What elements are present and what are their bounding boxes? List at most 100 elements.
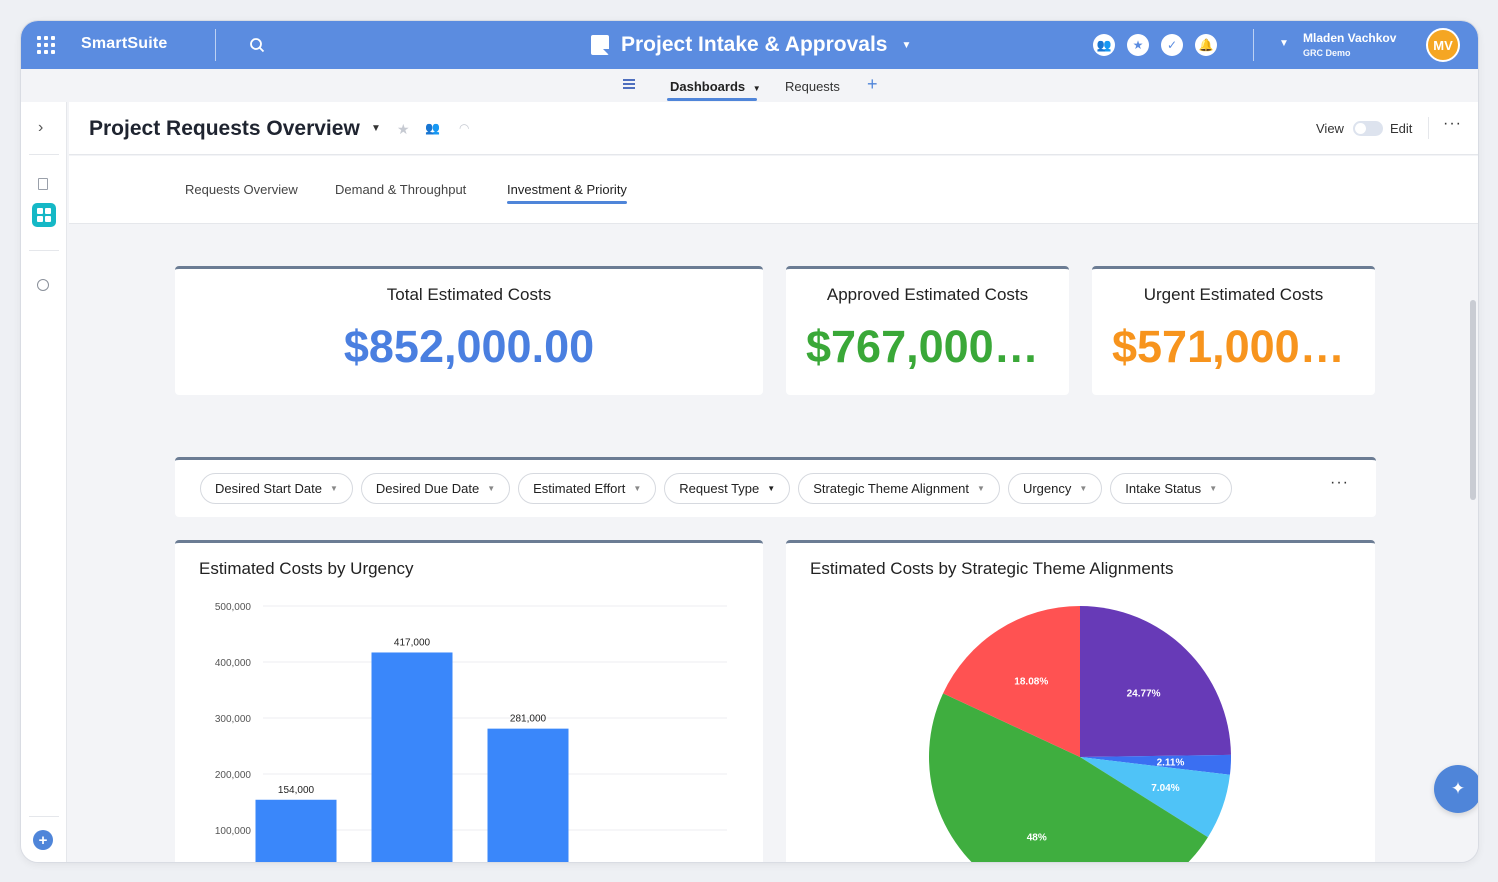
more-options-icon[interactable]: ···: [1330, 474, 1349, 491]
chevron-down-icon[interactable]: ▼: [371, 123, 381, 134]
star-icon[interactable]: ★: [1127, 34, 1149, 56]
user-name[interactable]: Mladen Vachkov: [1303, 31, 1397, 45]
kpi-value: $852,000.00: [343, 321, 595, 372]
tab-investment-priority-label: Investment & Priority: [507, 182, 627, 197]
avatar[interactable]: MV: [1426, 28, 1460, 62]
pie-slice[interactable]: [943, 606, 1080, 757]
kpi-card-urgent: Urgent Estimated Costs $571,000.00: [1092, 266, 1375, 395]
edit-label: Edit: [1390, 121, 1413, 136]
filter-estimated-effort[interactable]: Estimated Effort ▼: [518, 473, 657, 504]
filter-desired-start-date[interactable]: Desired Start Date ▼: [200, 473, 353, 504]
divider: [29, 154, 59, 155]
pie-slice[interactable]: [1080, 757, 1230, 838]
apps-grid-icon[interactable]: [37, 36, 55, 54]
top-icon-group: 👥 ★ ✓ 🔔: [1093, 34, 1217, 56]
user-menu-chevron-icon[interactable]: ▼: [1279, 38, 1289, 49]
pie-slice-label: 2.11%: [1157, 758, 1185, 769]
bar-chart: 500,000 400,000 300,000 200,000 100,000 154,0…: [215, 602, 727, 863]
chevron-down-icon: ▼: [977, 484, 985, 493]
bar[interactable]: [255, 799, 337, 863]
more-options-icon[interactable]: ···: [1443, 115, 1462, 132]
app-window: SmartSuite Project Intake & Approvals ▼ …: [20, 20, 1479, 863]
active-tab-indicator: [667, 98, 757, 101]
rss-icon[interactable]: ◠: [459, 121, 470, 135]
people-icon[interactable]: 👥: [425, 121, 440, 135]
filter-label: Desired Due Date: [375, 481, 480, 496]
kpi-value: $767,000.00: [806, 321, 1057, 372]
pie-slice[interactable]: [1080, 606, 1231, 757]
filter-desired-due-date[interactable]: Desired Due Date ▼: [360, 473, 511, 504]
document-icon[interactable]: [38, 178, 48, 190]
chevron-down-icon: ▼: [1079, 484, 1088, 493]
expand-sidebar-icon[interactable]: ›: [38, 119, 44, 136]
ai-assistant-button[interactable]: ✦: [1434, 765, 1478, 813]
user-circle-icon[interactable]: [37, 279, 49, 291]
divider: [215, 29, 216, 61]
search-icon[interactable]: [249, 37, 265, 53]
view-edit-toggle[interactable]: [1353, 121, 1383, 136]
pie-slice-label: 7.04%: [1151, 783, 1179, 794]
brand-logo[interactable]: SmartSuite: [81, 35, 168, 52]
filter-request-type[interactable]: Request Type ▼: [664, 473, 791, 504]
page-title: Project Requests Overview: [89, 117, 360, 140]
bar[interactable]: [487, 728, 569, 863]
filter-label: Request Type: [679, 481, 760, 496]
dashboard-icon[interactable]: [32, 203, 56, 227]
bar-value-label: 154,000: [278, 785, 315, 796]
divider: [29, 816, 59, 817]
chevron-down-icon: ▼: [487, 484, 496, 493]
bar[interactable]: [371, 652, 453, 863]
divider: [1253, 29, 1254, 61]
filter-strategic-theme-alignment[interactable]: Strategic Theme Alignment ▼: [798, 473, 1000, 504]
dashboard-header: Project Requests Overview ▼ ★ 👥 ◠ View E…: [69, 102, 1478, 155]
chart-title: Estimated Costs by Strategic Theme Align…: [810, 559, 1174, 578]
bell-icon[interactable]: 🔔: [1195, 34, 1217, 56]
tab-requests-overview[interactable]: Requests Overview: [185, 182, 298, 197]
kpi-label: Total Estimated Costs: [386, 285, 552, 304]
tab-demand-throughput[interactable]: Demand & Throughput: [335, 182, 467, 197]
filter-label: Urgency: [1022, 481, 1072, 496]
kpi-label: Approved Estimated Costs: [826, 285, 1029, 304]
check-icon[interactable]: ✓: [1161, 34, 1183, 56]
menu-icon[interactable]: [623, 79, 635, 89]
chart-card-urgency: Estimated Costs by Urgency 500,000 400,00…: [175, 540, 763, 863]
chart-card-strategic-theme: Estimated Costs by Strategic Theme Align…: [786, 540, 1375, 863]
people-icon[interactable]: 👥: [1093, 34, 1115, 56]
star-icon[interactable]: ★: [397, 121, 410, 137]
chevron-down-icon: ▼: [767, 484, 776, 493]
pie-slice[interactable]: [929, 693, 1208, 863]
main-content: Project Requests Overview ▼ ★ 👥 ◠ View E…: [69, 102, 1478, 863]
kpi-value: $571,000.00: [1112, 321, 1363, 372]
y-tick-label: 200,000: [215, 770, 252, 781]
view-label: View: [1316, 121, 1344, 136]
chevron-down-icon[interactable]: ▼: [752, 84, 761, 93]
add-icon[interactable]: +: [33, 830, 53, 850]
add-view-button[interactable]: +: [867, 74, 878, 94]
chevron-down-icon[interactable]: ▼: [901, 39, 912, 51]
tab-dashboards[interactable]: Dashboards ▼: [667, 79, 761, 101]
filter-chips: Desired Start Date ▼ Desired Due Date ▼ Es…: [200, 473, 1233, 504]
tab-requests[interactable]: Requests: [785, 79, 840, 94]
kpi-label: Urgent Estimated Costs: [1143, 285, 1324, 304]
filter-label: Estimated Effort: [533, 481, 626, 496]
y-tick-label: 100,000: [215, 826, 252, 837]
workspace-title[interactable]: Project Intake & Approvals ▼: [591, 31, 911, 59]
user-org: GRC Demo: [1303, 48, 1351, 58]
filter-bar: Desired Start Date ▼ Desired Due Date ▼ Es…: [175, 457, 1376, 517]
active-tab-indicator: [507, 201, 627, 204]
bar-value-label: 417,000: [394, 637, 431, 648]
dashboard-tabs: Requests Overview Demand & Throughput In…: [69, 156, 1478, 224]
filter-urgency[interactable]: Urgency ▼: [1007, 473, 1103, 504]
filter-label: Intake Status: [1125, 481, 1202, 496]
workspace-title-text: Project Intake & Approvals: [621, 33, 888, 56]
y-tick-label: 500,000: [215, 602, 252, 613]
scrollbar[interactable]: [1470, 300, 1476, 500]
kpi-card-total: Total Estimated Costs $852,000.00: [175, 266, 763, 395]
chevron-down-icon: ▼: [329, 484, 338, 493]
filter-intake-status[interactable]: Intake Status ▼: [1110, 473, 1233, 504]
pie-slice-label: 48%: [1027, 833, 1047, 844]
tab-investment-priority[interactable]: Investment & Priority: [507, 182, 627, 204]
document-icon: [591, 35, 609, 55]
pie-slice[interactable]: [1080, 754, 1231, 775]
y-tick-label: 400,000: [215, 658, 252, 669]
